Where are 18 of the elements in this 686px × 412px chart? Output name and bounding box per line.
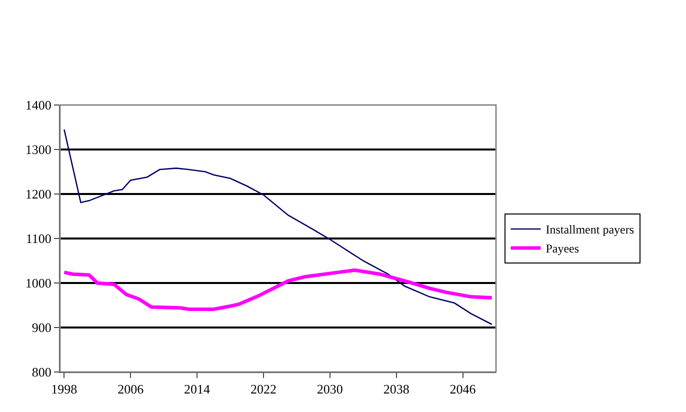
y-tick-label: 1400 (25, 98, 52, 113)
line-series (64, 128, 492, 326)
y-tick-label: 800 (32, 364, 52, 380)
y-tick-label: 1100 (26, 231, 52, 246)
y-tick-label: 1000 (25, 276, 52, 291)
x-tick-label: 2022 (250, 382, 276, 397)
x-tick-label: 2030 (316, 382, 343, 397)
line-series (62, 268, 494, 312)
x-tick-label: 2038 (383, 382, 410, 397)
legend-label: Installment payers (546, 222, 634, 237)
y-tick-label: 1200 (25, 186, 52, 202)
x-tick-label: 2006 (118, 382, 144, 397)
x-tick-label: 1998 (51, 382, 78, 397)
x-tick-label: 2046 (450, 382, 476, 397)
y-tick-label: 900 (32, 320, 52, 336)
y-tick-label: 1300 (25, 142, 52, 158)
legend-label: Payees (546, 242, 580, 256)
x-tick-label: 2014 (184, 382, 211, 397)
